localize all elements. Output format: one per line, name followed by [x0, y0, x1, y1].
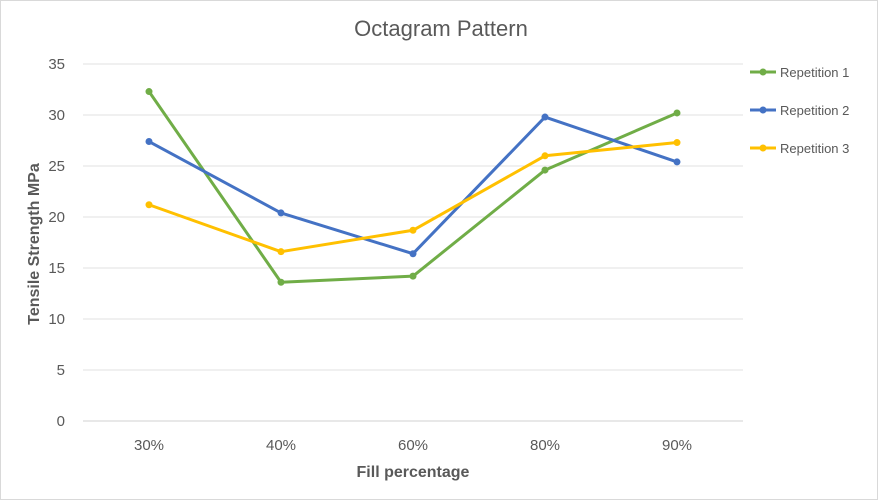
x-tick-label: 40% — [266, 437, 296, 454]
data-point — [277, 209, 285, 217]
series-group — [145, 139, 681, 256]
legend-label: Repetition 3 — [780, 141, 849, 156]
legend-swatch-marker — [759, 106, 767, 114]
legend-item: Repetition 2 — [750, 103, 849, 118]
y-axis-label: Tensile Strength MPa — [26, 163, 43, 325]
legend: Repetition 1 Repetition 2 Repetition 3 — [750, 65, 849, 156]
series-lines — [145, 88, 681, 286]
legend-swatch-marker — [759, 68, 767, 76]
legend-item: Repetition 3 — [750, 141, 849, 156]
y-tick-label: 25 — [48, 158, 65, 175]
y-tick-label: 20 — [48, 209, 65, 226]
data-point — [145, 201, 153, 209]
data-point — [145, 88, 153, 96]
data-point — [145, 138, 153, 146]
data-point — [673, 158, 681, 166]
y-tick-label: 10 — [48, 311, 65, 328]
legend-label: Repetition 2 — [780, 103, 849, 118]
data-point — [409, 272, 417, 280]
data-point — [277, 278, 285, 286]
y-axis-ticks: 0 5 10 15 20 25 30 35 — [48, 56, 65, 430]
series-group — [145, 113, 681, 258]
data-point — [409, 250, 417, 258]
y-tick-label: 15 — [48, 260, 65, 277]
x-axis-ticks: 30% 40% 60% 80% 90% — [134, 437, 692, 454]
data-point — [541, 166, 549, 174]
data-point — [541, 113, 549, 121]
data-point — [277, 248, 285, 256]
chart-title: Octagram Pattern — [354, 16, 528, 41]
gridlines — [83, 63, 743, 422]
y-tick-label: 5 — [57, 362, 65, 379]
legend-swatch-marker — [759, 144, 767, 152]
x-tick-label: 60% — [398, 437, 428, 454]
data-point — [409, 226, 417, 234]
x-tick-label: 90% — [662, 437, 692, 454]
data-point — [541, 152, 549, 160]
legend-label: Repetition 1 — [780, 65, 849, 80]
y-tick-label: 0 — [57, 413, 65, 430]
y-tick-label: 35 — [48, 56, 65, 73]
legend-item: Repetition 1 — [750, 65, 849, 80]
x-tick-label: 30% — [134, 437, 164, 454]
y-tick-label: 30 — [48, 107, 65, 124]
x-tick-label: 80% — [530, 437, 560, 454]
data-point — [673, 139, 681, 147]
x-axis-label: Fill percentage — [357, 464, 470, 481]
data-point — [673, 109, 681, 117]
series-line — [147, 141, 679, 254]
